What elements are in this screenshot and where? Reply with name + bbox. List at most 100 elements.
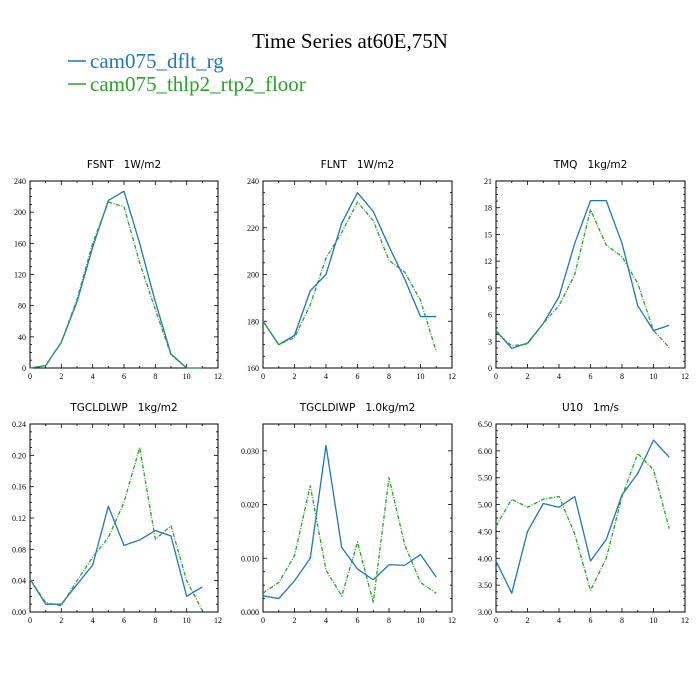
- tmq-x-tick-label: 6: [589, 372, 593, 381]
- u10-series-dflt-rg-line: [495, 439, 670, 594]
- tmq-y-tick-label: 12: [484, 257, 492, 266]
- tgcldiwp-series-dflt-rg-line: [262, 444, 437, 600]
- fsnt-x-tick-label: 6: [122, 372, 126, 381]
- tmq-y-tick-label: 3: [488, 337, 492, 346]
- tgcldiwp-x-tick-label: 2: [293, 616, 297, 625]
- flnt-x-tick-label: 10: [417, 372, 425, 381]
- tgcldlwp-x-tick-label: 12: [214, 616, 222, 625]
- tgcldiwp-title: TGCLDIWP 1.0kg/m2: [299, 402, 416, 414]
- fsnt-y-tick-label: 120: [14, 271, 26, 280]
- flnt-series-thlp2-rtp2-floor-line: [262, 201, 437, 352]
- u10-y-tick-label: 6.00: [478, 447, 492, 456]
- tgcldiwp-x-tick-label: 4: [324, 616, 328, 625]
- u10-title: U10 1m/s: [562, 402, 619, 414]
- legend-label-1: cam075_dflt_rg: [90, 49, 224, 73]
- tmq-y-tick-label: 15: [484, 230, 492, 239]
- tmq-series-dflt-rg-line: [495, 199, 670, 350]
- flnt-x-tick-label: 2: [293, 372, 297, 381]
- u10-plot-frame: [495, 423, 686, 613]
- u10-x-tick-label: 2: [526, 616, 530, 625]
- u10-x-tick-label: 12: [681, 616, 689, 625]
- fsnt-series-thlp2-rtp2-floor-line: [29, 201, 203, 369]
- u10-y-tick-label: 6.50: [478, 420, 492, 429]
- fsnt-y-tick-label: 160: [14, 239, 26, 248]
- tgcldiwp-y-tick-label: 0.010: [241, 554, 259, 563]
- tgcldlwp-y-tick-label: 0.08: [12, 545, 26, 554]
- fsnt-x-tick-label: 12: [214, 372, 222, 381]
- u10-y-tick-label: 4.50: [478, 527, 492, 536]
- flnt-x-tick-label: 12: [448, 372, 456, 381]
- panel-tgcldiwp: TGCLDIWP 1.0kg/m2 0 2 4 6 8 10 12 0.000 0.010 0.02…: [241, 402, 456, 625]
- tgcldlwp-series-thlp2-rtp2-floor-line: [29, 446, 203, 611]
- tgcldlwp-x-tick-label: 0: [28, 616, 32, 625]
- tgcldiwp-x-tick-label: 6: [356, 616, 360, 625]
- tmq-x-tick-label: 2: [526, 372, 530, 381]
- legend: cam075_dflt_rg cam075_thlp2_rtp2_floor: [68, 49, 306, 96]
- tgcldiwp-x-tick-label: 10: [417, 616, 425, 625]
- tgcldlwp-y-tick-label: 0.12: [12, 514, 26, 523]
- u10-x-tick-label: 6: [589, 616, 593, 625]
- tgcldiwp-series-thlp2-rtp2-floor-line: [262, 477, 437, 603]
- u10-y-tick-label: 3.00: [478, 608, 492, 617]
- tmq-x-tick-label: 8: [620, 372, 624, 381]
- tgcldlwp-x-tick-label: 8: [153, 616, 157, 625]
- figure-title: Time Series at60E,75N: [252, 29, 448, 53]
- fsnt-x-tick-label: 4: [91, 372, 95, 381]
- fsnt-x-tick-label: 10: [183, 372, 191, 381]
- tmq-series-thlp2-rtp2-floor-line: [495, 208, 670, 348]
- flnt-y-tick-label: 160: [247, 364, 259, 373]
- panel-tmq: TMQ 1kg/m2 0 2 4 6 8 10 12 0 3 6 9 12 15 18 21: [484, 159, 689, 381]
- flnt-x-tick-label: 6: [356, 372, 360, 381]
- tgcldlwp-y-tick-label: 0.16: [12, 483, 26, 492]
- tgcldlwp-y-tick-label: 0.04: [12, 577, 26, 586]
- tmq-x-tick-label: 4: [557, 372, 561, 381]
- tmq-y-tick-label: 0: [488, 364, 492, 373]
- u10-y-tick-label: 5.50: [478, 474, 492, 483]
- flnt-y-tick-label: 240: [247, 177, 259, 186]
- fsnt-title: FSNT 1W/m2: [87, 159, 161, 171]
- fsnt-y-tick-label: 40: [18, 333, 26, 342]
- legend-label-2: cam075_thlp2_rtp2_floor: [90, 72, 306, 96]
- tgcldlwp-x-tick-label: 2: [59, 616, 63, 625]
- panel-tgcldlwp: TGCLDLWP 1kg/m2 0 2 4 6 8 10 12 0.00 0.04 0.08 0.12…: [12, 402, 222, 625]
- flnt-x-tick-label: 0: [261, 372, 265, 381]
- tgcldlwp-x-tick-label: 10: [183, 616, 191, 625]
- u10-x-tick-label: 8: [620, 616, 624, 625]
- tgcldlwp-x-tick-label: 6: [122, 616, 126, 625]
- tgcldlwp-title: TGCLDLWP 1kg/m2: [69, 402, 177, 414]
- panel-flnt: FLNT 1W/m2 0 2 4 6 8 10 12 160 180 200 220 240: [247, 159, 456, 381]
- tgcldlwp-y-tick-label: 0.20: [12, 451, 26, 460]
- tmq-x-tick-label: 12: [681, 372, 689, 381]
- tgcldlwp-x-tick-label: 4: [91, 616, 95, 625]
- panel-u10: U10 1m/s 0 2 4 6 8 10 12 3.00 3.50 4.00 4.50 5.00 5.5…: [478, 402, 689, 625]
- fsnt-x-tick-label: 2: [59, 372, 63, 381]
- legend-entry-1: cam075_dflt_rg: [68, 49, 224, 73]
- tgcldiwp-y-tick-label: 0.020: [241, 501, 259, 510]
- flnt-x-tick-label: 8: [387, 372, 391, 381]
- fsnt-y-tick-label: 200: [14, 208, 26, 217]
- fsnt-x-tick-label: 8: [153, 372, 157, 381]
- u10-y-tick-label: 4.00: [478, 554, 492, 563]
- fsnt-y-tick-label: 0: [22, 364, 26, 373]
- tmq-y-tick-label: 21: [484, 177, 492, 186]
- tgcldlwp-y-tick-label: 0.00: [12, 608, 26, 617]
- fsnt-y-tick-label: 80: [18, 302, 26, 311]
- flnt-x-tick-label: 4: [324, 372, 328, 381]
- flnt-series-dflt-rg-line: [262, 192, 437, 346]
- flnt-y-tick-label: 220: [247, 224, 259, 233]
- flnt-plot-frame: [262, 180, 453, 369]
- flnt-title: FLNT 1W/m2: [321, 159, 395, 171]
- u10-x-tick-label: 10: [650, 616, 658, 625]
- tmq-y-tick-label: 18: [484, 204, 492, 213]
- tgcldiwp-x-tick-label: 8: [387, 616, 391, 625]
- u10-y-tick-label: 5.00: [478, 501, 492, 510]
- tmq-y-tick-label: 9: [488, 284, 492, 293]
- u10-series-thlp2-rtp2-floor-line: [495, 452, 670, 592]
- tmq-x-tick-label: 10: [650, 372, 658, 381]
- fsnt-y-tick-label: 240: [14, 177, 26, 186]
- u10-x-tick-label: 4: [557, 616, 561, 625]
- tmq-y-tick-label: 6: [488, 311, 492, 320]
- fsnt-x-tick-label: 0: [28, 372, 32, 381]
